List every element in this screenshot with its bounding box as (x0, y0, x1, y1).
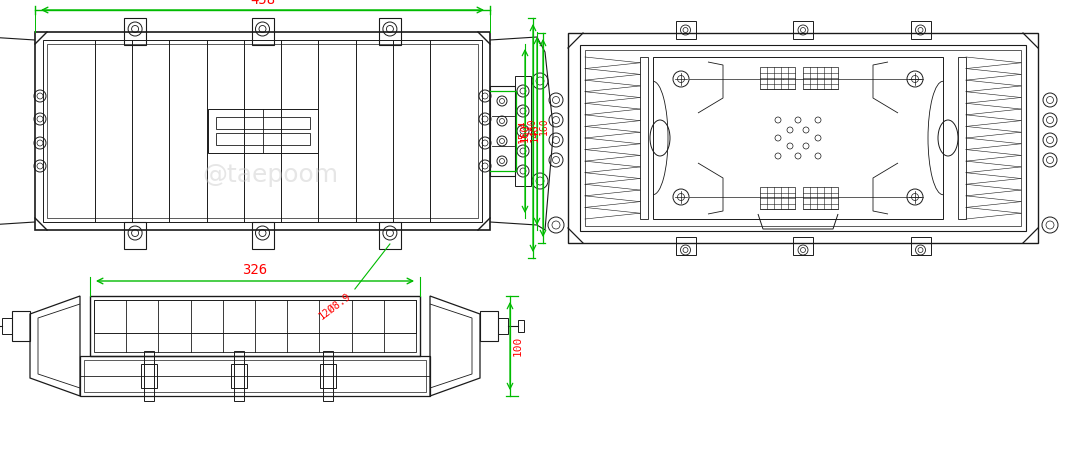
Text: 140: 140 (530, 123, 540, 142)
Bar (803, 187, 838, 209)
Text: 326: 326 (242, 263, 268, 277)
Bar (90, 296, 420, 356)
Text: 458: 458 (249, 0, 275, 7)
Bar (653, 57, 943, 219)
Text: 140: 140 (527, 117, 537, 135)
Bar (252, 18, 274, 45)
Bar (568, 33, 1038, 243)
Text: 15.4: 15.4 (518, 119, 528, 143)
Bar (378, 222, 401, 249)
Bar (498, 318, 508, 334)
Bar (2, 318, 12, 334)
Bar (515, 76, 531, 186)
Bar (580, 45, 1025, 231)
Bar (803, 67, 838, 89)
Bar (94, 300, 416, 352)
Text: 100: 100 (513, 336, 523, 356)
Text: 160: 160 (520, 123, 530, 142)
Bar (518, 320, 524, 332)
Bar (12, 311, 30, 341)
Bar (323, 351, 333, 401)
Bar (378, 18, 401, 45)
Bar (252, 222, 274, 249)
Bar (215, 133, 309, 145)
Bar (84, 360, 426, 392)
Bar (144, 351, 155, 401)
Bar (230, 364, 246, 388)
Bar (208, 109, 318, 153)
Bar (43, 40, 482, 222)
Text: 160: 160 (539, 117, 549, 135)
Bar (490, 86, 515, 176)
Bar (760, 67, 795, 89)
Bar (793, 237, 813, 255)
Bar (793, 21, 813, 39)
Bar (640, 57, 648, 219)
Bar (142, 364, 158, 388)
Bar (910, 237, 931, 255)
Text: @taepoom: @taepoom (201, 163, 338, 187)
Bar (233, 351, 243, 401)
Bar (124, 18, 146, 45)
Bar (958, 57, 966, 219)
Bar (676, 237, 695, 255)
Bar (215, 117, 309, 129)
Bar (585, 50, 1021, 226)
Bar (480, 311, 498, 341)
Bar (47, 44, 478, 218)
Text: 12Ø8.9: 12Ø8.9 (317, 291, 353, 322)
Bar (35, 32, 490, 230)
Bar (80, 356, 430, 396)
Bar (910, 21, 931, 39)
Bar (676, 21, 695, 39)
Bar (124, 222, 146, 249)
Bar (320, 364, 336, 388)
Bar (94, 300, 416, 333)
Bar (760, 187, 795, 209)
